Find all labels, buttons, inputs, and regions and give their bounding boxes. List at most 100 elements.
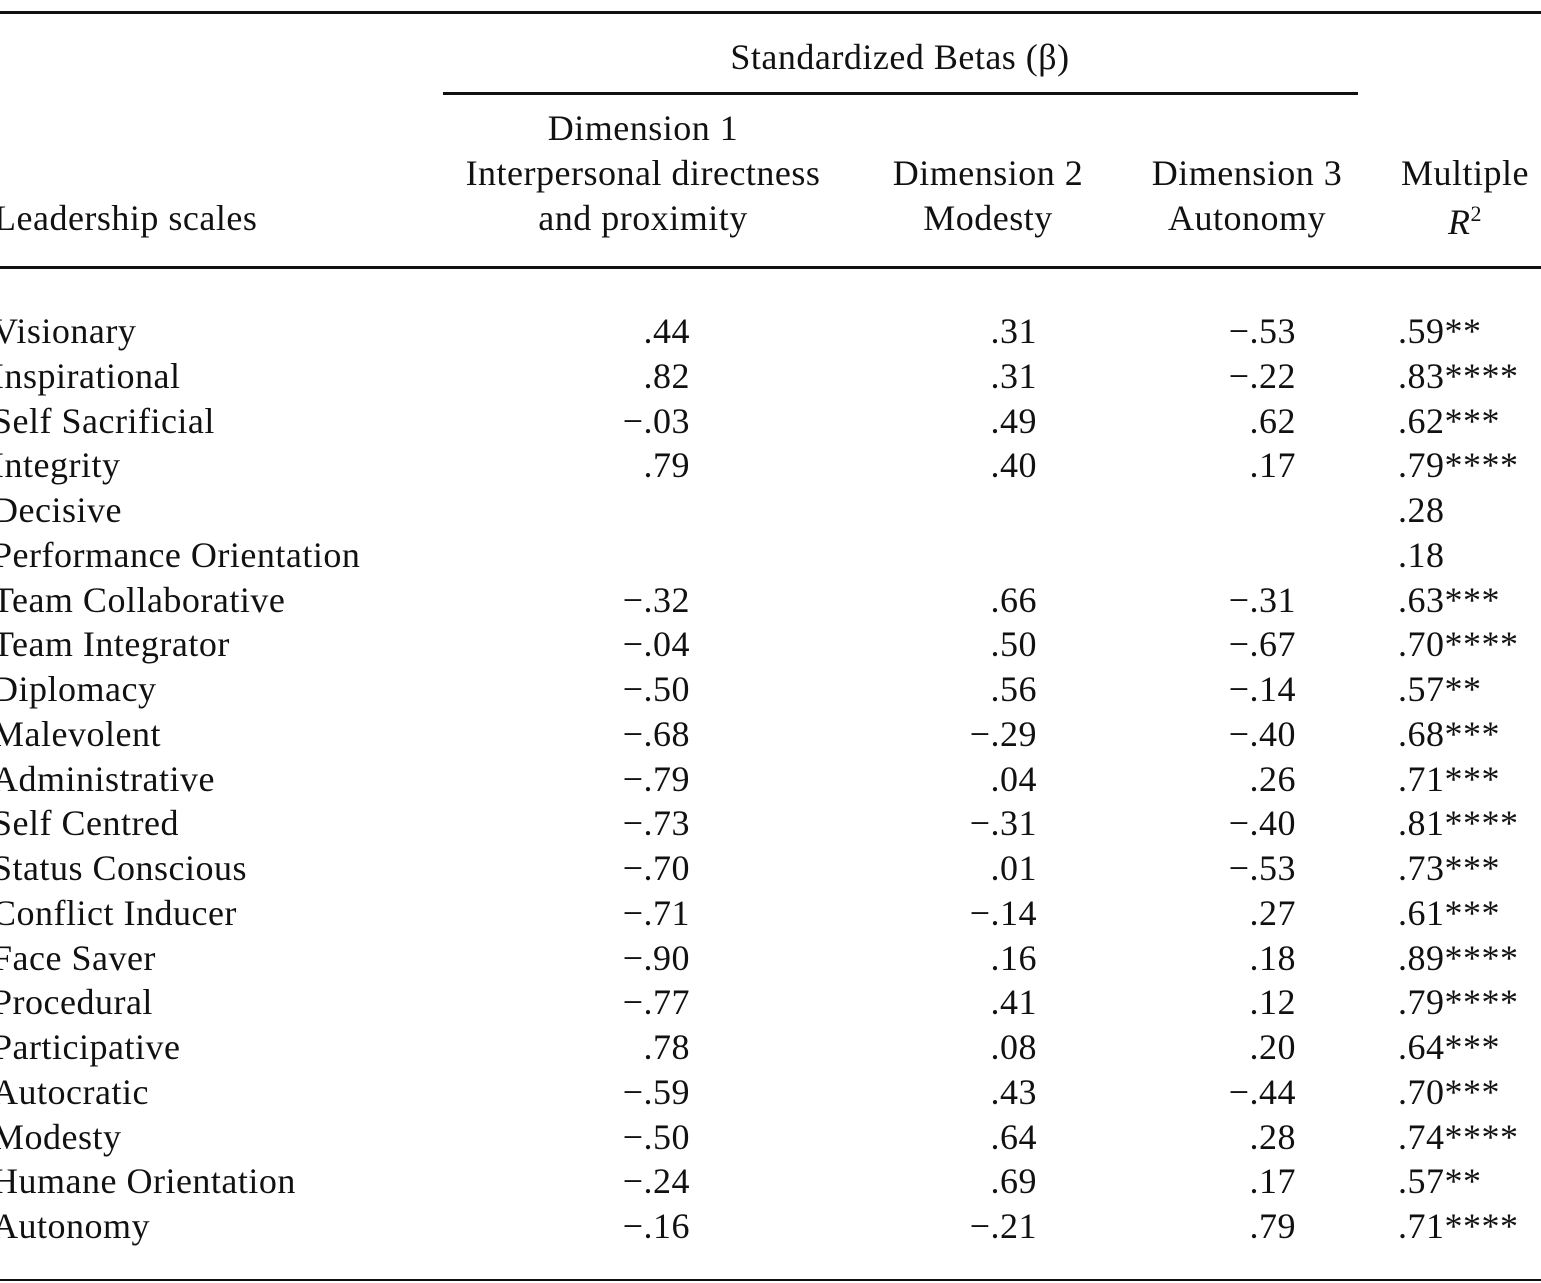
cell: .73*** (1398, 848, 1500, 888)
row-label: Autonomy (0, 1206, 151, 1246)
column-header: Interpersonal directness (465, 153, 821, 193)
cell: .82 (643, 355, 690, 396)
cell: .63*** (1398, 579, 1500, 620)
cell: .66 (990, 579, 1037, 620)
cell: .70*** (1398, 1071, 1500, 1112)
cell: .79**** (1398, 445, 1519, 486)
cell: −.70 (622, 848, 690, 888)
cell: .27 (1249, 892, 1296, 933)
cell: .41 (990, 982, 1037, 1023)
cell: −.22 (1228, 355, 1296, 396)
bottom-rule (0, 1279, 1541, 1281)
cell: −.79 (622, 758, 690, 799)
header-rule (0, 266, 1541, 269)
top-rule (0, 11, 1541, 14)
cell: −.03 (622, 400, 690, 441)
cell: .68*** (1398, 713, 1500, 754)
row-label: Performance Orientation (0, 534, 361, 575)
cell: .79**** (1398, 982, 1519, 1023)
cell: .28 (1398, 490, 1445, 530)
cell: −.14 (969, 892, 1037, 933)
cell: .31 (990, 355, 1037, 396)
row-label: Humane Orientation (0, 1161, 296, 1202)
cell: −.40 (1228, 803, 1296, 844)
cell: .64*** (1398, 1027, 1500, 1067)
cell: .20 (1249, 1027, 1296, 1067)
row-label: Participative (0, 1027, 181, 1067)
cell: .57** (1398, 1161, 1482, 1202)
group-rule (443, 92, 1358, 95)
row-label: Integrity (0, 445, 121, 486)
cell: −.44 (1228, 1071, 1296, 1112)
column-header: Dimension 2 (892, 153, 1084, 193)
column-header: and proximity (538, 198, 748, 238)
cell: .16 (990, 937, 1037, 978)
column-header: Dimension 1 (547, 108, 739, 148)
cell: .04 (990, 758, 1037, 799)
cell: .26 (1249, 758, 1296, 799)
cell: −.73 (622, 803, 690, 844)
superscript: 2 (1470, 201, 1482, 226)
cell: .89**** (1398, 937, 1519, 978)
cell: −.16 (622, 1206, 690, 1246)
row-label: Administrative (0, 758, 215, 799)
cell: .12 (1249, 982, 1296, 1023)
cell: −.29 (969, 713, 1037, 754)
cell: .56 (990, 669, 1037, 709)
cell: .18 (1398, 534, 1445, 575)
cell: −.32 (622, 579, 690, 620)
cell: .62 (1249, 400, 1296, 441)
row-label: Malevolent (0, 713, 161, 754)
cell: .31 (990, 311, 1037, 351)
column-header: Multiple (1401, 153, 1529, 193)
cell: .43 (990, 1071, 1037, 1112)
cell: −.14 (1228, 669, 1296, 709)
column-header: Dimension 3 (1151, 153, 1343, 193)
cell: .01 (990, 848, 1037, 888)
row-label: Decisive (0, 490, 122, 530)
cell: .44 (643, 311, 690, 351)
column-header: Autonomy (1167, 198, 1327, 238)
row-label: Diplomacy (0, 669, 157, 709)
row-label: Autocratic (0, 1071, 149, 1112)
cell: .59** (1398, 311, 1482, 351)
cell: .50 (990, 624, 1037, 665)
cell: .71*** (1398, 758, 1500, 799)
cell: .83**** (1398, 355, 1519, 396)
cell: −.50 (622, 1116, 690, 1157)
row-label: Visionary (0, 311, 137, 351)
row-label: Face Saver (0, 937, 156, 978)
cell: .71**** (1398, 1206, 1519, 1246)
row-label: Status Conscious (0, 848, 248, 888)
row-label: Self Sacrificial (0, 400, 215, 441)
cell: .70**** (1398, 624, 1519, 665)
cell: −.59 (622, 1071, 690, 1112)
column-header: Modesty (923, 198, 1053, 238)
row-label: Modesty (0, 1116, 122, 1157)
cell: −.68 (622, 713, 690, 754)
row-label: Procedural (0, 982, 153, 1023)
cell: .81**** (1398, 803, 1519, 844)
column-header-symbol: R2 (1448, 192, 1482, 244)
cell: .74**** (1398, 1116, 1519, 1157)
column-header: Leadership scales (0, 198, 258, 238)
cell: .79 (1249, 1206, 1296, 1246)
cell: .28 (1249, 1116, 1296, 1157)
row-label: Inspirational (0, 355, 181, 396)
cell: −.21 (969, 1206, 1037, 1246)
cell: −.53 (1228, 311, 1296, 351)
cell: −.04 (622, 624, 690, 665)
row-label: Conflict Inducer (0, 892, 237, 933)
cell: −.50 (622, 669, 690, 709)
cell: .18 (1249, 937, 1296, 978)
cell: .79 (643, 445, 690, 486)
cell: −.31 (1228, 579, 1296, 620)
row-label: Team Collaborative (0, 579, 286, 620)
cell: .17 (1249, 445, 1296, 486)
cell: .57** (1398, 669, 1482, 709)
cell: −.53 (1228, 848, 1296, 888)
cell: −.40 (1228, 713, 1296, 754)
row-label: Self Centred (0, 803, 179, 844)
cell: −.71 (622, 892, 690, 933)
cell: .08 (990, 1027, 1037, 1067)
